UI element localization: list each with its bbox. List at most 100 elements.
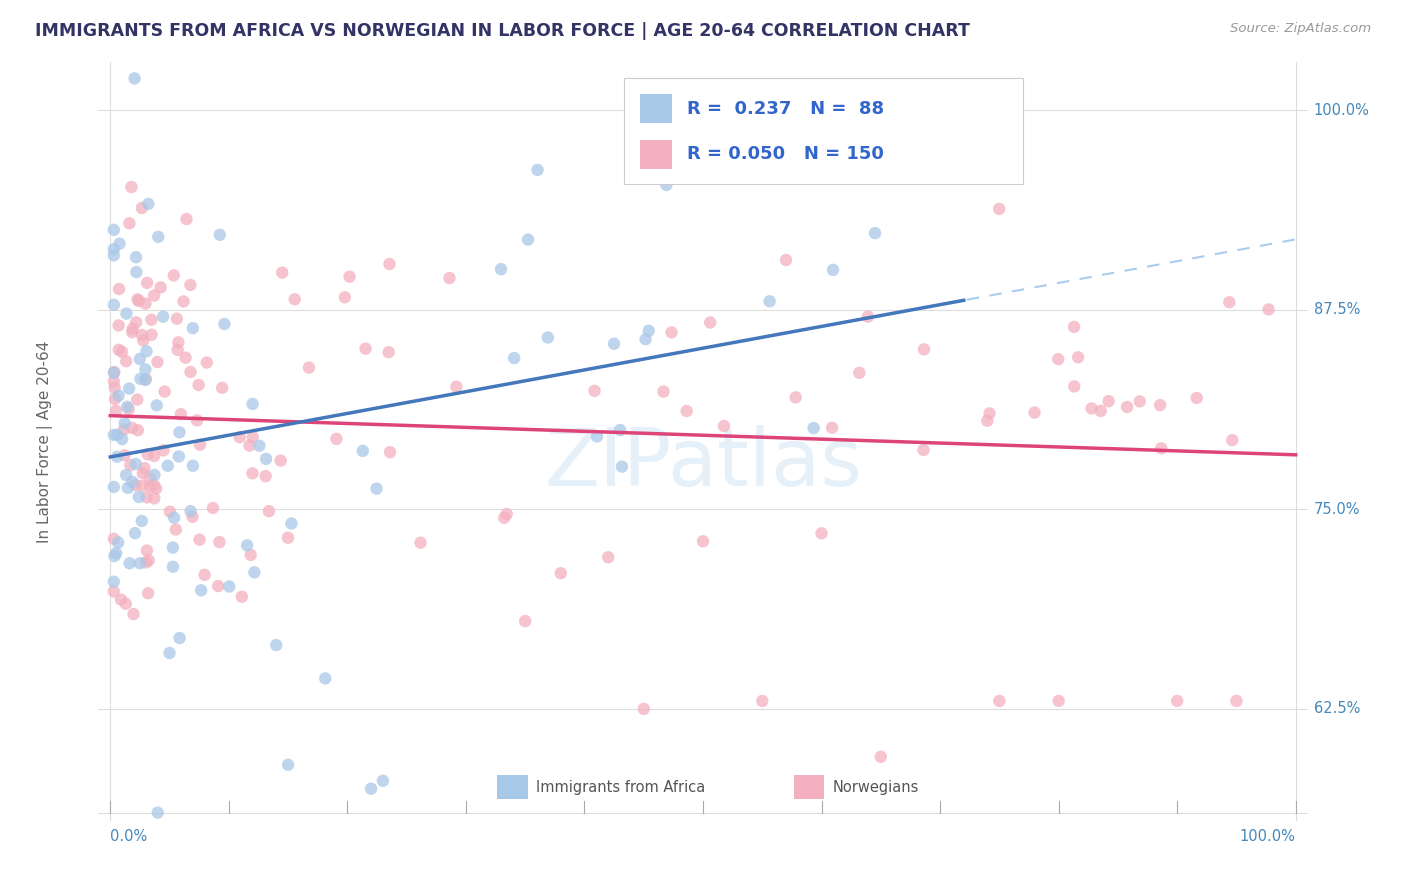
- Text: 100.0%: 100.0%: [1313, 103, 1369, 118]
- Point: [181, 458, 204, 473]
- Point: [775, 252, 797, 267]
- Point: [264, 638, 287, 652]
- Point: [550, 566, 572, 581]
- Point: [174, 351, 197, 365]
- Point: [114, 448, 136, 462]
- Point: [107, 535, 129, 549]
- Text: 62.5%: 62.5%: [1313, 701, 1360, 716]
- Point: [105, 404, 128, 418]
- Text: 100.0%: 100.0%: [1240, 829, 1296, 844]
- Point: [105, 450, 128, 464]
- Point: [598, 550, 620, 565]
- Point: [107, 389, 129, 403]
- Point: [153, 384, 176, 399]
- Point: [515, 614, 537, 628]
- Point: [803, 421, 825, 435]
- Point: [104, 392, 127, 406]
- Point: [181, 321, 204, 335]
- Point: [494, 511, 516, 525]
- Point: [409, 535, 432, 549]
- Point: [298, 360, 321, 375]
- Point: [976, 414, 998, 428]
- Bar: [640, 140, 672, 169]
- Point: [162, 559, 184, 574]
- Point: [856, 310, 879, 324]
- Point: [141, 327, 163, 342]
- Point: [135, 344, 157, 359]
- Point: [211, 381, 233, 395]
- Point: [1150, 442, 1173, 456]
- Point: [207, 579, 229, 593]
- Point: [1098, 394, 1121, 409]
- Point: [1063, 319, 1085, 334]
- Point: [195, 355, 218, 369]
- Point: [988, 694, 1011, 708]
- Point: [371, 773, 394, 788]
- Point: [127, 423, 149, 437]
- Point: [136, 447, 159, 461]
- Bar: [793, 775, 824, 799]
- Point: [439, 271, 461, 285]
- Point: [127, 392, 149, 407]
- Point: [271, 266, 294, 280]
- Point: [149, 280, 172, 294]
- Point: [181, 509, 204, 524]
- Text: Immigrants from Africa: Immigrants from Africa: [536, 780, 706, 795]
- Point: [378, 257, 401, 271]
- Point: [131, 328, 153, 343]
- Point: [107, 318, 129, 333]
- Point: [166, 311, 188, 326]
- Point: [208, 227, 231, 242]
- Point: [1080, 401, 1102, 416]
- Point: [132, 334, 155, 348]
- Point: [1129, 394, 1152, 409]
- Point: [124, 478, 146, 492]
- Point: [159, 646, 181, 660]
- Point: [284, 292, 307, 306]
- Point: [661, 326, 683, 340]
- Point: [1067, 351, 1090, 365]
- Point: [218, 580, 240, 594]
- Point: [610, 459, 633, 474]
- Point: [655, 178, 678, 192]
- Point: [863, 226, 886, 240]
- Point: [583, 384, 606, 398]
- Point: [103, 549, 125, 563]
- Text: R =  0.237   N =  88: R = 0.237 N = 88: [686, 100, 884, 118]
- Point: [115, 400, 138, 414]
- Point: [187, 378, 209, 392]
- Point: [1166, 694, 1188, 708]
- Point: [603, 336, 626, 351]
- Point: [167, 335, 190, 350]
- Point: [242, 397, 264, 411]
- Point: [446, 380, 468, 394]
- Point: [1116, 400, 1139, 414]
- Point: [194, 567, 217, 582]
- Point: [129, 372, 152, 386]
- Point: [128, 490, 150, 504]
- Point: [125, 457, 148, 471]
- Point: [115, 468, 138, 483]
- Point: [112, 423, 135, 437]
- Text: 75.0%: 75.0%: [1313, 502, 1360, 516]
- Point: [634, 332, 657, 346]
- Point: [103, 243, 125, 257]
- Point: [163, 510, 186, 524]
- Point: [1047, 352, 1070, 367]
- Point: [242, 467, 264, 481]
- Point: [118, 216, 141, 230]
- Point: [170, 407, 193, 421]
- Point: [146, 355, 169, 369]
- Point: [134, 461, 156, 475]
- Point: [108, 282, 131, 296]
- Point: [103, 298, 125, 312]
- Point: [827, 97, 849, 112]
- Point: [135, 556, 157, 570]
- Point: [108, 236, 131, 251]
- Point: [277, 757, 299, 772]
- Point: [254, 469, 277, 483]
- Point: [121, 421, 143, 435]
- Point: [249, 439, 271, 453]
- Point: [159, 505, 181, 519]
- Point: [124, 526, 146, 541]
